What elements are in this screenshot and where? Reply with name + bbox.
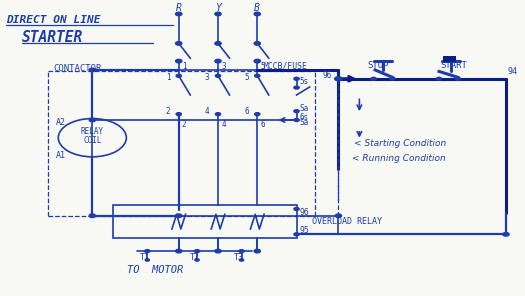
Text: Sa: Sa — [299, 104, 308, 113]
Text: R: R — [176, 3, 182, 13]
Text: B: B — [254, 3, 260, 13]
Circle shape — [215, 59, 221, 63]
Circle shape — [335, 214, 342, 218]
Circle shape — [294, 77, 299, 80]
Text: Y: Y — [215, 3, 221, 13]
Text: 5s: 5s — [299, 77, 308, 86]
Text: < Starting Condition: < Starting Condition — [354, 139, 446, 148]
Text: T3: T3 — [234, 252, 244, 261]
Text: 1: 1 — [165, 73, 170, 82]
Circle shape — [145, 259, 150, 261]
Circle shape — [175, 59, 182, 63]
Circle shape — [436, 77, 442, 80]
Circle shape — [176, 74, 181, 77]
Circle shape — [371, 77, 376, 80]
Circle shape — [294, 118, 299, 121]
Text: 4: 4 — [205, 107, 209, 116]
Text: 95: 95 — [299, 226, 309, 235]
Circle shape — [175, 42, 182, 45]
Circle shape — [175, 249, 182, 253]
Circle shape — [390, 77, 395, 80]
Circle shape — [215, 12, 221, 16]
Text: 3: 3 — [205, 73, 209, 82]
Circle shape — [176, 113, 181, 116]
Circle shape — [503, 233, 509, 236]
Text: 6s: 6s — [299, 112, 308, 122]
Bar — [443, 56, 456, 62]
Text: 96: 96 — [323, 71, 332, 80]
Circle shape — [195, 259, 199, 261]
Circle shape — [294, 86, 299, 89]
Text: T2: T2 — [190, 252, 200, 261]
Circle shape — [215, 42, 221, 45]
Circle shape — [215, 113, 220, 116]
Text: STOP: STOP — [367, 61, 388, 70]
Circle shape — [89, 214, 96, 218]
Text: 6: 6 — [244, 107, 249, 116]
Circle shape — [254, 42, 260, 45]
Circle shape — [89, 68, 96, 72]
Circle shape — [194, 250, 200, 252]
Text: Sa: Sa — [299, 118, 308, 128]
Text: < Running Condition: < Running Condition — [352, 154, 445, 163]
Text: 94: 94 — [507, 67, 517, 76]
Text: 5: 5 — [244, 73, 249, 82]
Text: A1: A1 — [56, 151, 66, 160]
Text: OVERLOAD RELAY: OVERLOAD RELAY — [312, 217, 382, 226]
Circle shape — [255, 113, 260, 116]
Circle shape — [254, 12, 260, 16]
Text: 5: 5 — [260, 62, 265, 71]
Text: DIRECT ON LINE: DIRECT ON LINE — [6, 15, 100, 25]
Circle shape — [145, 250, 150, 252]
Circle shape — [254, 249, 260, 253]
Text: A2: A2 — [56, 118, 66, 128]
Text: 3: 3 — [221, 62, 226, 71]
Text: RELAY: RELAY — [81, 127, 104, 136]
Text: COIL: COIL — [83, 136, 101, 145]
Circle shape — [294, 233, 299, 236]
Circle shape — [294, 110, 299, 113]
Text: T1: T1 — [140, 252, 150, 261]
Text: STARTER: STARTER — [22, 30, 83, 45]
Circle shape — [239, 250, 244, 252]
Circle shape — [215, 74, 220, 77]
Circle shape — [294, 207, 299, 210]
Text: 96: 96 — [299, 208, 309, 217]
Circle shape — [175, 12, 182, 16]
Text: 2: 2 — [165, 107, 170, 116]
Text: 1: 1 — [182, 62, 186, 71]
Text: 2: 2 — [182, 120, 186, 129]
Circle shape — [255, 74, 260, 77]
Circle shape — [455, 77, 460, 80]
Text: CONTACTOR: CONTACTOR — [53, 64, 101, 73]
Text: TO  MOTOR: TO MOTOR — [127, 265, 183, 275]
Circle shape — [175, 214, 182, 218]
Text: MCCB/FUSE: MCCB/FUSE — [264, 61, 308, 70]
Circle shape — [215, 249, 221, 253]
Circle shape — [89, 118, 96, 122]
Text: START: START — [440, 61, 467, 70]
Text: 6: 6 — [260, 120, 265, 129]
Circle shape — [335, 77, 342, 81]
Bar — [113, 205, 297, 238]
Text: 4: 4 — [221, 120, 226, 129]
Circle shape — [254, 59, 260, 63]
Circle shape — [239, 259, 244, 261]
